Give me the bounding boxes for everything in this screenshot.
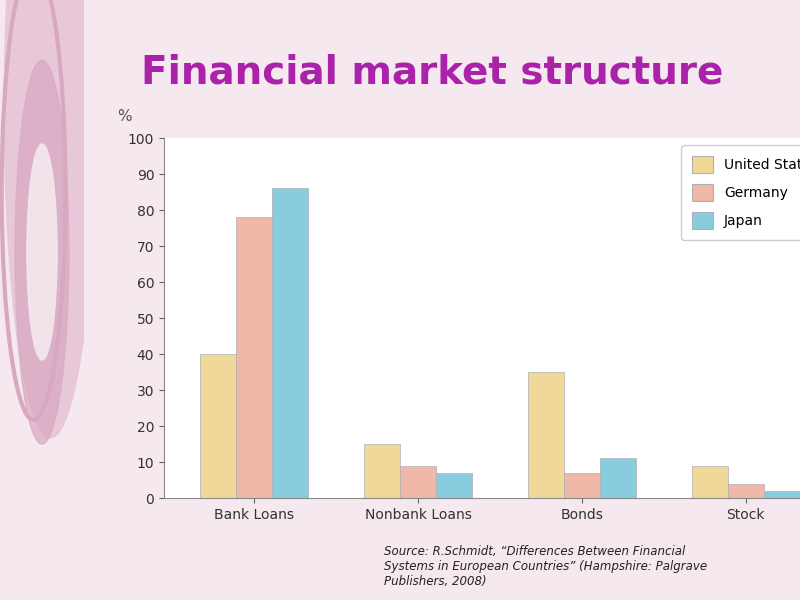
Bar bbox=[692, 466, 728, 498]
Circle shape bbox=[4, 0, 97, 438]
Bar bbox=[728, 484, 764, 498]
Circle shape bbox=[27, 144, 57, 360]
Bar bbox=[436, 473, 472, 498]
Bar bbox=[364, 444, 400, 498]
Text: %: % bbox=[117, 109, 131, 124]
Text: Financial market structure: Financial market structure bbox=[141, 53, 723, 91]
Legend: United States, Germany, Japan: United States, Germany, Japan bbox=[681, 145, 800, 240]
Circle shape bbox=[15, 60, 69, 444]
Text: Source: R.Schmidt, “Differences Between Financial
Systems in European Countries”: Source: R.Schmidt, “Differences Between … bbox=[384, 545, 707, 588]
Bar bbox=[400, 466, 436, 498]
Bar bbox=[564, 473, 600, 498]
Bar bbox=[528, 372, 564, 498]
Bar bbox=[764, 491, 800, 498]
Bar bbox=[236, 217, 272, 498]
Bar bbox=[272, 188, 308, 498]
Bar bbox=[200, 354, 236, 498]
Bar bbox=[600, 458, 636, 498]
